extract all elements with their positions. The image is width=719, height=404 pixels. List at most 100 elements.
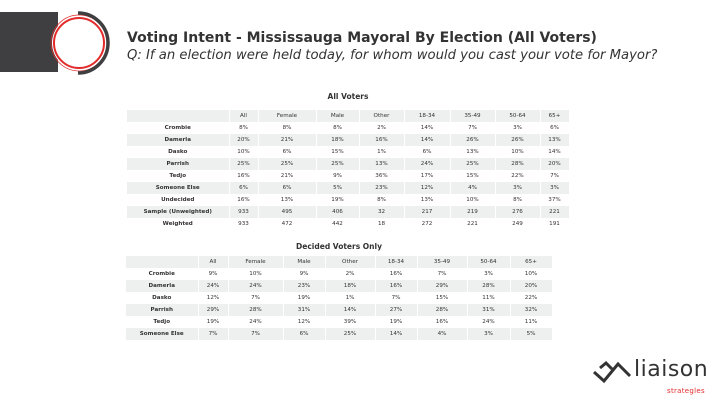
cell: 21% bbox=[258, 134, 317, 146]
column-header: Male bbox=[316, 110, 360, 122]
cell: 2% bbox=[359, 122, 405, 134]
cell: 6% bbox=[540, 122, 570, 134]
cell: 5% bbox=[510, 328, 553, 340]
cell: 6% bbox=[258, 146, 317, 158]
cell: 495 bbox=[258, 206, 317, 218]
table-row: Parrish 25% 25% 25% 13% 24% 25% 28% 20% bbox=[127, 158, 570, 170]
cell: 14% bbox=[404, 122, 451, 134]
cell: 20% bbox=[510, 280, 553, 292]
cell: 19% bbox=[316, 194, 360, 206]
table-row: Damerla 20% 21% 18% 16% 14% 26% 26% 13% bbox=[127, 134, 570, 146]
cell: 6% bbox=[283, 328, 326, 340]
cell: 9% bbox=[283, 268, 326, 280]
column-header: Other bbox=[359, 110, 405, 122]
cell: 16% bbox=[359, 134, 405, 146]
cell: 221 bbox=[450, 218, 496, 230]
cell: 25% bbox=[325, 328, 376, 340]
cell: 14% bbox=[325, 304, 376, 316]
cell: 406 bbox=[316, 206, 360, 218]
table-row: Parrish 29% 28% 31% 14% 27% 28% 31% 32% bbox=[126, 304, 553, 316]
cell: 10% bbox=[510, 268, 553, 280]
cell: 25% bbox=[450, 158, 496, 170]
row-label: Dasko bbox=[127, 146, 230, 158]
cell: 28% bbox=[467, 280, 511, 292]
cell: 25% bbox=[229, 158, 259, 170]
cell: 933 bbox=[229, 206, 259, 218]
row-label: Crombie bbox=[126, 268, 199, 280]
cell: 2% bbox=[325, 268, 376, 280]
row-label: Parrish bbox=[126, 304, 199, 316]
cell: 28% bbox=[228, 304, 284, 316]
cell: 31% bbox=[283, 304, 326, 316]
column-header: 50-64 bbox=[495, 110, 541, 122]
logo-tagline: strategles bbox=[667, 387, 705, 395]
cell: 28% bbox=[417, 304, 468, 316]
cell: 10% bbox=[495, 146, 541, 158]
cell: 16% bbox=[417, 316, 468, 328]
cell: 39% bbox=[325, 316, 376, 328]
liaison-logo-icon bbox=[592, 360, 632, 384]
cell: 24% bbox=[198, 280, 229, 292]
cell: 4% bbox=[417, 328, 468, 340]
cell: 29% bbox=[417, 280, 468, 292]
row-label: Damerla bbox=[126, 280, 199, 292]
cell: 3% bbox=[495, 182, 541, 194]
table-row: Crombie 8% 8% 8% 2% 14% 7% 3% 6% bbox=[127, 122, 570, 134]
cell: 13% bbox=[258, 194, 317, 206]
cell: 272 bbox=[404, 218, 451, 230]
cell: 20% bbox=[540, 158, 570, 170]
column-header: 35-49 bbox=[450, 110, 496, 122]
cell: 14% bbox=[540, 146, 570, 158]
cell: 19% bbox=[198, 316, 229, 328]
cell: 7% bbox=[540, 170, 570, 182]
column-header: 35-49 bbox=[417, 256, 468, 268]
row-label: Undecided bbox=[127, 194, 230, 206]
cell: 219 bbox=[450, 206, 496, 218]
cell: 29% bbox=[198, 304, 229, 316]
column-header: 50-64 bbox=[467, 256, 511, 268]
cell: 16% bbox=[375, 280, 418, 292]
cell: 18 bbox=[359, 218, 405, 230]
cell: 249 bbox=[495, 218, 541, 230]
cell: 13% bbox=[404, 194, 451, 206]
header-row: All Female Male Other 18-34 35-49 50-64 65+ bbox=[126, 256, 553, 268]
row-label: Someone Else bbox=[127, 182, 230, 194]
cell: 6% bbox=[258, 182, 317, 194]
cell: 24% bbox=[404, 158, 451, 170]
cell: 8% bbox=[359, 194, 405, 206]
cell: 28% bbox=[495, 158, 541, 170]
all-voters-table: All Female Male Other 18-34 35-49 50-64 65+ Crom… bbox=[127, 110, 570, 230]
cell: 18% bbox=[316, 134, 360, 146]
cell: 9% bbox=[198, 268, 229, 280]
cell: 19% bbox=[375, 316, 418, 328]
cell: 13% bbox=[450, 146, 496, 158]
cell: 15% bbox=[450, 170, 496, 182]
cell: 6% bbox=[229, 182, 259, 194]
column-header: 65+ bbox=[510, 256, 553, 268]
table-row: Dasko 10% 6% 15% 1% 6% 13% 10% 14% bbox=[127, 146, 570, 158]
row-label: Damerla bbox=[127, 134, 230, 146]
cell: 933 bbox=[229, 218, 259, 230]
cell: 10% bbox=[228, 268, 284, 280]
question-text: Q: If an election were held today, for w… bbox=[127, 48, 658, 63]
cell: 31% bbox=[467, 304, 511, 316]
table-row: Crombie 9% 10% 9% 2% 16% 7% 3% 10% bbox=[126, 268, 553, 280]
cell: 191 bbox=[540, 218, 570, 230]
logo-name: liaison bbox=[634, 357, 709, 382]
cell: 7% bbox=[198, 328, 229, 340]
cell: 17% bbox=[404, 170, 451, 182]
cell: 3% bbox=[467, 268, 511, 280]
cell: 3% bbox=[467, 328, 511, 340]
cell: 11% bbox=[467, 292, 511, 304]
cell: 8% bbox=[258, 122, 317, 134]
row-label: Sample (Unweighted) bbox=[127, 206, 230, 218]
cell: 15% bbox=[316, 146, 360, 158]
cell: 7% bbox=[417, 268, 468, 280]
cell: 24% bbox=[467, 316, 511, 328]
column-header: Other bbox=[325, 256, 376, 268]
cell: 6% bbox=[404, 146, 451, 158]
decided-voters-table: All Female Male Other 18-34 35-49 50-64 65+ Crom… bbox=[126, 256, 553, 340]
cell: 21% bbox=[258, 170, 317, 182]
table-row: Dasko 12% 7% 19% 1% 7% 15% 11% 22% bbox=[126, 292, 553, 304]
cell: 12% bbox=[198, 292, 229, 304]
